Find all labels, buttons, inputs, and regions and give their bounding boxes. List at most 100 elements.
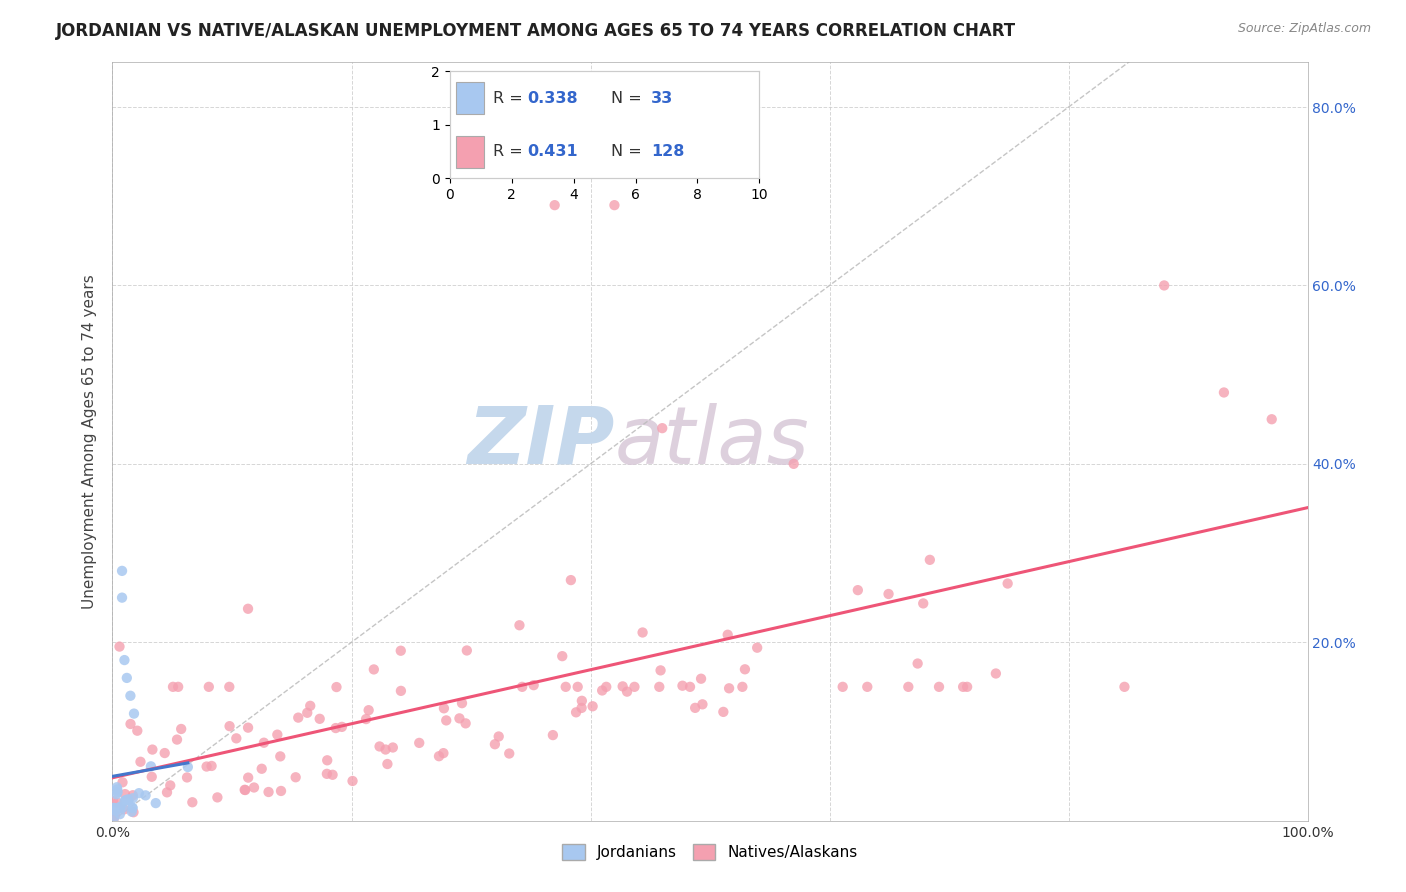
Text: R =: R = (494, 91, 529, 105)
Text: Source: ZipAtlas.com: Source: ZipAtlas.com (1237, 22, 1371, 36)
Point (120, 717, 142, 731)
Point (225, 731, 247, 746)
Point (114, 793, 136, 807)
Point (1153, 278, 1175, 293)
Point (111, 564, 134, 578)
Point (108, 801, 131, 815)
Text: atlas: atlas (614, 402, 810, 481)
Point (299, 698, 322, 713)
Point (508, 618, 530, 632)
Point (571, 701, 593, 715)
Point (297, 706, 319, 720)
Point (325, 680, 347, 694)
Point (105, 780, 128, 795)
Point (631, 625, 654, 640)
Point (831, 680, 853, 694)
Point (269, 749, 291, 764)
Text: JORDANIAN VS NATIVE/ALASKAN UNEMPLOYMENT AMONG AGES 65 TO 74 YEARS CORRELATION C: JORDANIAN VS NATIVE/ALASKAN UNEMPLOYMENT… (56, 22, 1017, 40)
Point (128, 786, 150, 800)
Point (363, 662, 385, 676)
Point (731, 680, 754, 694)
Point (679, 680, 702, 694)
Point (266, 728, 288, 742)
Point (162, 680, 184, 694)
Point (856, 680, 879, 694)
Point (117, 792, 139, 806)
Point (449, 711, 471, 725)
Point (581, 699, 603, 714)
Point (488, 730, 510, 744)
Point (381, 740, 404, 755)
Point (560, 573, 582, 587)
FancyBboxPatch shape (456, 136, 484, 168)
Text: 33: 33 (651, 91, 673, 105)
Point (846, 583, 869, 598)
Point (377, 757, 399, 772)
Point (432, 746, 454, 760)
Point (253, 736, 276, 750)
Point (108, 807, 131, 822)
Point (121, 805, 143, 819)
Point (176, 771, 198, 785)
Point (200, 759, 222, 773)
Point (218, 680, 240, 694)
Point (554, 680, 576, 694)
Point (571, 694, 593, 708)
Text: N =: N = (610, 91, 647, 105)
Point (997, 576, 1019, 591)
Point (111, 775, 134, 789)
Point (181, 795, 204, 809)
Point (167, 680, 190, 694)
Point (115, 671, 138, 685)
Point (907, 657, 929, 671)
Point (747, 640, 769, 655)
Text: 128: 128 (651, 145, 685, 159)
Point (918, 553, 941, 567)
Point (111, 591, 134, 605)
Point (139, 759, 162, 773)
Y-axis label: Unemployment Among Ages 65 to 74 years: Unemployment Among Ages 65 to 74 years (82, 274, 97, 609)
Point (692, 698, 714, 712)
Point (956, 680, 979, 694)
Point (243, 780, 266, 795)
Point (510, 680, 533, 694)
Point (734, 662, 756, 676)
Point (616, 684, 638, 698)
Point (156, 785, 179, 799)
Point (543, 198, 565, 212)
Point (101, 803, 124, 817)
Text: 0.338: 0.338 (527, 91, 578, 105)
Point (141, 742, 163, 756)
Point (107, 785, 129, 799)
Point (284, 770, 307, 784)
Point (541, 728, 564, 742)
Legend: Jordanians, Natives/Alaskans: Jordanians, Natives/Alaskans (555, 838, 865, 866)
Point (117, 793, 139, 807)
Point (952, 680, 974, 694)
Point (105, 796, 128, 810)
Point (166, 732, 188, 747)
Point (105, 787, 128, 801)
Point (121, 800, 143, 814)
Point (287, 711, 309, 725)
Point (127, 723, 149, 738)
Point (683, 701, 706, 715)
Point (451, 696, 474, 710)
Point (374, 742, 396, 756)
Point (233, 782, 256, 797)
Point (104, 804, 127, 818)
Text: ZIP: ZIP (467, 402, 614, 481)
Text: N =: N = (610, 145, 647, 159)
Point (1114, 680, 1136, 694)
Point (114, 787, 136, 801)
Point (357, 703, 380, 717)
Point (112, 802, 135, 816)
Point (218, 719, 240, 733)
Point (718, 681, 741, 696)
Point (1261, 412, 1284, 426)
Point (551, 649, 574, 664)
Point (368, 739, 391, 754)
Point (103, 811, 125, 825)
Point (897, 680, 920, 694)
Point (315, 767, 337, 781)
